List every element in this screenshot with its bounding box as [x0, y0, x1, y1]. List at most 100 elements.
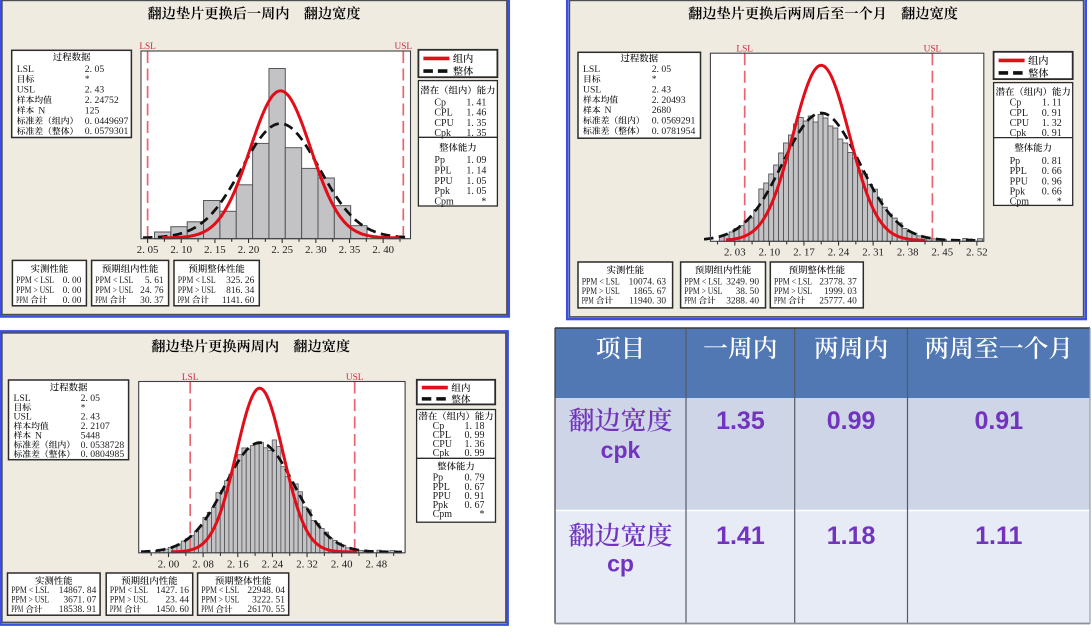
- svg-text:0. 81: 0. 81: [1042, 156, 1062, 167]
- svg-text:0. 91: 0. 91: [1042, 128, 1062, 139]
- svg-text:PPM: PPM: [16, 296, 28, 306]
- svg-text:*: *: [81, 402, 86, 413]
- svg-text:USL: USL: [924, 45, 942, 55]
- svg-text:2. 05: 2. 05: [137, 244, 159, 256]
- svg-text:1. 09: 1. 09: [466, 155, 486, 166]
- svg-text:1. 35: 1. 35: [466, 128, 486, 139]
- svg-text:2. 17: 2. 17: [793, 246, 815, 258]
- svg-text:USL: USL: [583, 85, 601, 96]
- svg-text:1865. 67: 1865. 67: [633, 287, 666, 297]
- svg-text:PPM > USL: PPM > USL: [201, 596, 239, 606]
- svg-text:PPM: PPM: [774, 296, 786, 306]
- svg-text:PPM > USL: PPM > USL: [582, 287, 620, 297]
- svg-text:PPM > USL: PPM > USL: [178, 286, 216, 296]
- svg-text:3249. 90: 3249. 90: [726, 278, 759, 288]
- svg-text:PPM: PPM: [95, 296, 107, 306]
- svg-text:PPM < LSL: PPM < LSL: [16, 276, 54, 286]
- svg-text:2. 43: 2. 43: [85, 85, 105, 96]
- svg-text:2. 45: 2. 45: [932, 246, 954, 258]
- svg-text:PPM < LSL: PPM < LSL: [684, 278, 722, 288]
- svg-text:CPU: CPU: [433, 439, 453, 450]
- svg-text:USL: USL: [14, 412, 32, 423]
- svg-text:PPM > USL: PPM > USL: [110, 596, 148, 606]
- svg-text:PPM < LSL: PPM < LSL: [95, 276, 133, 286]
- svg-text:PPM > USL: PPM > USL: [95, 286, 133, 296]
- svg-text:2. 48: 2. 48: [366, 559, 388, 571]
- svg-text:Cp: Cp: [1010, 98, 1022, 109]
- svg-text:14867. 84: 14867. 84: [59, 586, 97, 596]
- svg-text:1. 35: 1. 35: [466, 118, 486, 129]
- svg-text:CPU: CPU: [434, 118, 454, 129]
- svg-text:0.91: 0.91: [974, 407, 1023, 435]
- svg-text:0. 67: 0. 67: [465, 482, 485, 493]
- svg-text:LSL: LSL: [736, 45, 753, 55]
- svg-text:PPM < LSL: PPM < LSL: [11, 586, 49, 596]
- svg-text:N: N: [38, 105, 45, 116]
- svg-text:PPM < LSL: PPM < LSL: [110, 586, 148, 596]
- svg-text:PPM < LSL: PPM < LSL: [178, 276, 216, 286]
- svg-text:0. 91: 0. 91: [465, 491, 485, 502]
- svg-text:0. 00: 0. 00: [63, 286, 82, 296]
- svg-text:1427. 16: 1427. 16: [156, 586, 189, 596]
- svg-text:0. 91: 0. 91: [1042, 108, 1062, 119]
- svg-text:0. 99: 0. 99: [465, 448, 485, 459]
- svg-text:Cpk: Cpk: [434, 128, 451, 139]
- svg-text:LSL: LSL: [14, 393, 31, 404]
- svg-text:0. 79: 0. 79: [465, 473, 485, 484]
- svg-text:2. 10: 2. 10: [170, 244, 192, 256]
- svg-text:1141. 60: 1141. 60: [222, 296, 255, 306]
- svg-text:3288. 40: 3288. 40: [726, 296, 759, 306]
- svg-text:2. 15: 2. 15: [204, 244, 226, 256]
- svg-text:0. 00: 0. 00: [63, 276, 82, 286]
- svg-text:Ppk: Ppk: [1010, 186, 1026, 197]
- svg-text:PPM: PPM: [201, 605, 213, 615]
- svg-text:*: *: [85, 74, 90, 85]
- svg-text:USL: USL: [395, 42, 413, 52]
- svg-text:1. 14: 1. 14: [466, 166, 486, 177]
- svg-text:Pp: Pp: [434, 155, 445, 166]
- svg-text:22948. 04: 22948. 04: [247, 586, 285, 596]
- svg-text:1. 36: 1. 36: [465, 439, 485, 450]
- svg-text:26170. 55: 26170. 55: [247, 605, 285, 615]
- svg-text:1. 11: 1. 11: [1042, 98, 1062, 109]
- svg-text:10074. 63: 10074. 63: [629, 278, 667, 288]
- svg-text:0.99: 0.99: [827, 407, 876, 435]
- svg-text:1.18: 1.18: [827, 522, 876, 550]
- svg-text:Pp: Pp: [1010, 156, 1021, 167]
- svg-text:1. 05: 1. 05: [466, 176, 486, 187]
- svg-text:2. 00: 2. 00: [158, 559, 180, 571]
- svg-text:*: *: [480, 509, 485, 520]
- svg-text:2. 05: 2. 05: [81, 393, 101, 404]
- svg-text:PPU: PPU: [1010, 176, 1029, 187]
- svg-text:0. 0781954: 0. 0781954: [652, 126, 696, 137]
- svg-text:PPU: PPU: [434, 176, 453, 187]
- svg-text:0. 00: 0. 00: [63, 296, 82, 306]
- svg-text:CPL: CPL: [433, 430, 451, 441]
- svg-text:CPL: CPL: [434, 108, 452, 119]
- svg-text:2. 2107: 2. 2107: [81, 421, 110, 432]
- svg-text:816. 34: 816. 34: [226, 286, 254, 296]
- svg-text:LSL: LSL: [182, 373, 199, 383]
- svg-text:CPL: CPL: [1010, 108, 1028, 119]
- svg-text:PPM > USL: PPM > USL: [16, 286, 54, 296]
- svg-text:cpk: cpk: [601, 437, 641, 463]
- svg-text:2. 20493: 2. 20493: [652, 95, 686, 106]
- svg-text:*: *: [652, 74, 657, 85]
- svg-text:1. 46: 1. 46: [466, 108, 486, 119]
- svg-text:2. 08: 2. 08: [192, 559, 214, 571]
- svg-text:1.11: 1.11: [975, 522, 1022, 550]
- svg-text:3671. 07: 3671. 07: [63, 596, 96, 606]
- svg-text:Cp: Cp: [434, 97, 446, 108]
- svg-text:2. 20: 2. 20: [238, 244, 260, 256]
- svg-text:PPM: PPM: [582, 296, 594, 306]
- svg-text:0. 0569291: 0. 0569291: [652, 116, 696, 127]
- svg-text:0. 96: 0. 96: [1042, 176, 1062, 187]
- svg-text:Ppk: Ppk: [434, 186, 450, 197]
- svg-text:LSL: LSL: [17, 64, 34, 75]
- svg-text:2. 52: 2. 52: [966, 246, 988, 258]
- svg-text:5. 61: 5. 61: [145, 276, 164, 286]
- svg-text:0. 0538728: 0. 0538728: [81, 440, 125, 451]
- svg-text:PPL: PPL: [434, 166, 451, 177]
- svg-text:USL: USL: [17, 85, 35, 96]
- svg-text:2. 05: 2. 05: [652, 64, 672, 75]
